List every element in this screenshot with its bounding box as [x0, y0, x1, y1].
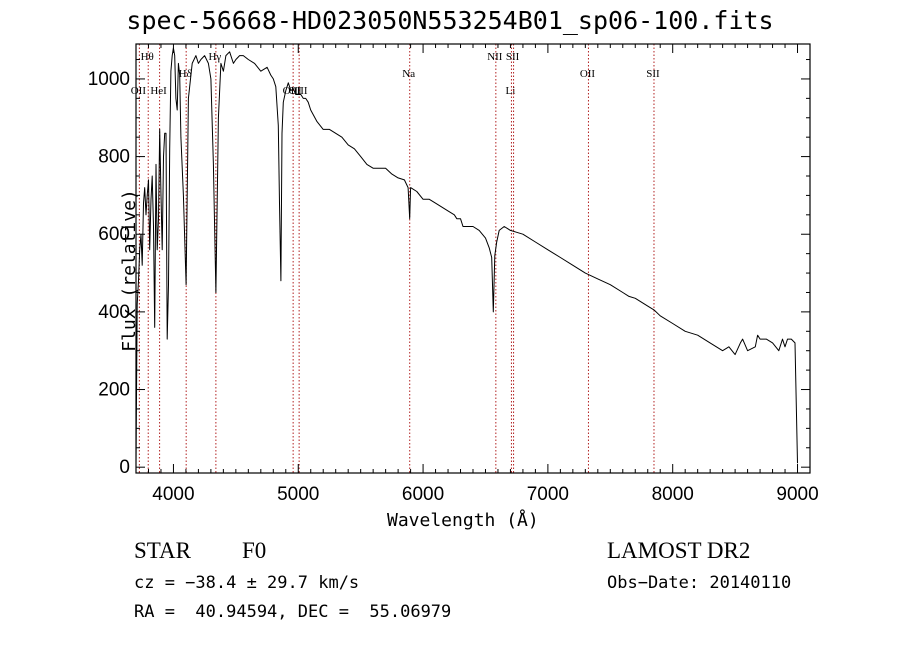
- line-marker-label-3: Hδ: [179, 68, 192, 80]
- axis-ticks: 4000 5000 6000 7000 8000 9000 0 200 400 600 800 100…: [88, 44, 819, 505]
- line-marker-label-2: HeI: [150, 85, 167, 97]
- survey-label: LAMOST DR2: [607, 538, 751, 563]
- plot-frame: [135, 43, 811, 474]
- object-type-label: STAR: [134, 538, 191, 563]
- line-marker-label-8: NII: [487, 51, 503, 63]
- y-tick-label-0: 0: [119, 457, 130, 478]
- x-axis-label: Wavelength (Å): [387, 510, 539, 531]
- line-marker-label-10: SII: [506, 51, 520, 63]
- line-marker-label-9: Li: [506, 85, 516, 97]
- x-tick-label-0: 4000: [152, 484, 194, 505]
- line-marker-label-0: Hθ: [141, 51, 154, 63]
- spectrum-series: [135, 47, 798, 464]
- x-tick-label-5: 9000: [776, 484, 818, 505]
- line-marker-label-7: Na: [402, 68, 415, 80]
- redshift-readout: cz = −38.4 ± 29.7 km/s: [134, 573, 360, 593]
- line-marker-label-1: OII: [131, 85, 147, 97]
- x-tick-label-1: 5000: [277, 484, 319, 505]
- line-marker-label-11: OII: [580, 68, 596, 80]
- subclass-label: F0: [242, 538, 267, 563]
- x-tick-label-2: 6000: [402, 484, 444, 505]
- coordinates-readout: RA = 40.94594, DEC = 55.06979: [134, 602, 452, 622]
- line-marker-label-4: Hγ: [208, 51, 221, 63]
- line-marker-label-12: SII: [646, 68, 660, 80]
- line-marker-label-6: OIII: [289, 85, 308, 97]
- x-tick-label-3: 7000: [527, 484, 569, 505]
- y-tick-label-5: 1000: [88, 69, 130, 90]
- spectrum-line: [135, 47, 798, 464]
- y-tick-label-4: 800: [98, 147, 130, 168]
- x-tick-label-4: 8000: [652, 484, 694, 505]
- y-tick-label-3: 600: [98, 224, 130, 245]
- y-tick-label-2: 400: [98, 302, 130, 323]
- obs-date-readout: Obs−Date: 20140110: [607, 573, 792, 593]
- y-axis-label: Flux (relative): [118, 189, 140, 352]
- chart-title: spec-56668-HD023050N553254B01_sp06-100.f…: [126, 6, 774, 35]
- y-tick-label-1: 200: [98, 380, 130, 401]
